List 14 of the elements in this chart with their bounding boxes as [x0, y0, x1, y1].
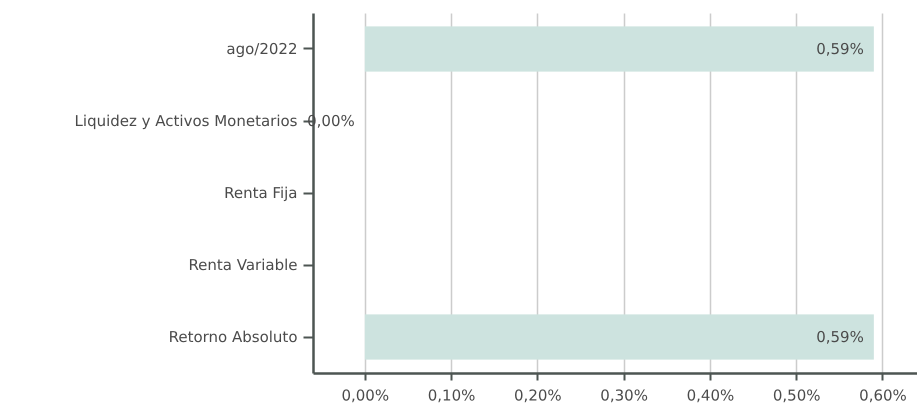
x-tick-label: 0,30% [600, 386, 648, 404]
y-tick-label: Renta Variable [188, 256, 298, 274]
x-tick-label: 0,60% [859, 386, 907, 404]
data-label: 0,59% [816, 328, 864, 346]
x-tick-label: 0,50% [772, 386, 821, 404]
x-tick-label: 0,10% [428, 386, 476, 404]
x-tick-label: 0,40% [686, 386, 734, 404]
x-tick-label: 0,20% [514, 386, 562, 404]
y-tick-label: ago/2022 [226, 40, 298, 58]
data-label: 0,59% [816, 40, 864, 58]
y-tick-label: Retorno Absoluto [168, 328, 298, 346]
x-tick-label: 0,00% [341, 386, 390, 404]
y-tick-label: Liquidez y Activos Monetarios [74, 112, 298, 130]
y-tick-label: Renta Fija [224, 184, 298, 202]
